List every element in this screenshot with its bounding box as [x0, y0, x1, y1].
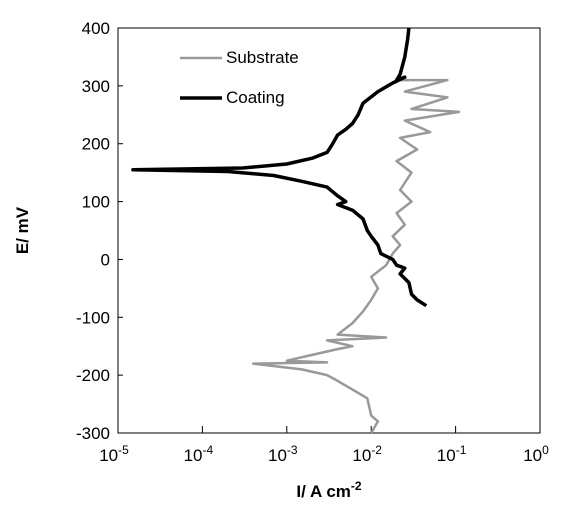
x-tick-label: 10-5 [99, 443, 129, 465]
y-tick-label: 100 [82, 193, 110, 212]
x-tick-label: 100 [523, 443, 549, 465]
series-line [131, 27, 428, 308]
y-tick-label: -100 [76, 308, 110, 327]
plot-frame [117, 27, 541, 434]
x-tick-label: 10-2 [352, 443, 382, 465]
y-tick-label: 400 [82, 19, 110, 38]
x-tick-label: 10-4 [184, 443, 214, 465]
y-tick-label: 0 [101, 250, 110, 269]
x-tick-label: 10-3 [268, 443, 298, 465]
y-tick-label: -200 [76, 366, 110, 385]
y-tick-label: 200 [82, 135, 110, 154]
y-tick-label: 300 [82, 77, 110, 96]
x-tick-label: 10-1 [437, 443, 467, 465]
legend-label: Coating [226, 88, 285, 107]
series-line [251, 78, 461, 434]
y-axis-label: E/ mV [13, 206, 32, 254]
x-axis-label: I/ A cm-2 [296, 479, 361, 501]
y-tick-label: -300 [76, 424, 110, 443]
legend-label: Substrate [226, 48, 299, 67]
